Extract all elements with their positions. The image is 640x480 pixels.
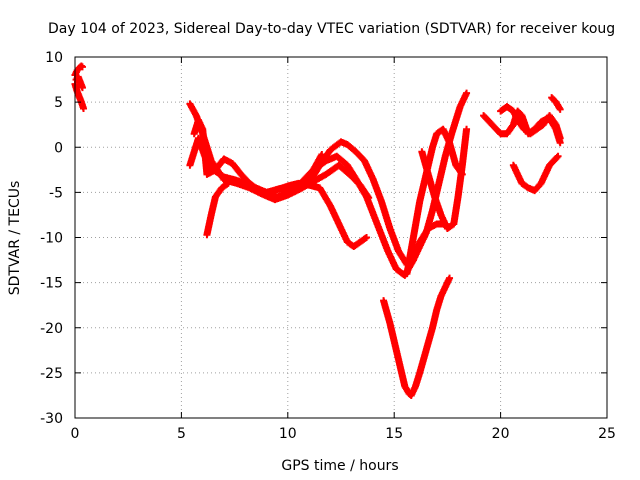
data-point	[556, 105, 564, 113]
y-tick-label: -25	[40, 366, 63, 382]
data-point	[224, 179, 232, 187]
y-tick-label: -30	[40, 411, 63, 427]
x-tick-label: 25	[598, 426, 616, 442]
x-tick-label: 15	[385, 426, 403, 442]
series-8	[273, 179, 371, 251]
series-12	[380, 274, 454, 399]
x-tick-label: 0	[71, 426, 80, 442]
chart-title: Day 104 of 2023, Sidereal Day-to-day VTE…	[48, 21, 615, 37]
data-point	[554, 152, 562, 160]
series-14	[497, 103, 564, 142]
y-tick-label: -15	[40, 276, 63, 292]
x-axis-ticks: 0 5 10 15 20 25	[71, 57, 616, 442]
data-point	[553, 153, 561, 161]
x-tick-label: 20	[492, 426, 510, 442]
series-11	[403, 125, 466, 278]
y-axis-ticks: -30 -25 -20 -15 -10 -5 0 5 10	[40, 50, 607, 427]
data-point	[556, 134, 564, 142]
series-16	[548, 94, 564, 113]
series-15	[509, 152, 562, 195]
y-tick-label: 0	[54, 140, 63, 156]
series-9	[305, 89, 471, 269]
data-points	[71, 62, 564, 399]
data-point	[78, 84, 86, 92]
data-point	[463, 125, 471, 133]
series-7	[203, 179, 232, 239]
y-tick-label: -5	[49, 185, 63, 201]
grid-lines	[75, 57, 607, 418]
x-tick-label: 5	[177, 426, 186, 442]
x-tick-label: 10	[279, 426, 297, 442]
x-axis-label: GPS time / hours	[281, 458, 398, 474]
data-point	[463, 89, 471, 97]
data-point	[78, 63, 86, 71]
data-point	[80, 104, 88, 112]
data-point	[363, 234, 371, 241]
y-tick-label: 10	[45, 50, 63, 66]
y-tick-label: 5	[54, 95, 63, 111]
data-point	[446, 274, 454, 282]
series-3	[72, 73, 86, 92]
y-tick-label: -20	[40, 321, 63, 337]
y-tick-label: -10	[40, 231, 63, 247]
data-point	[458, 170, 466, 178]
y-axis-label: SDTVAR / TECUs	[7, 181, 23, 296]
